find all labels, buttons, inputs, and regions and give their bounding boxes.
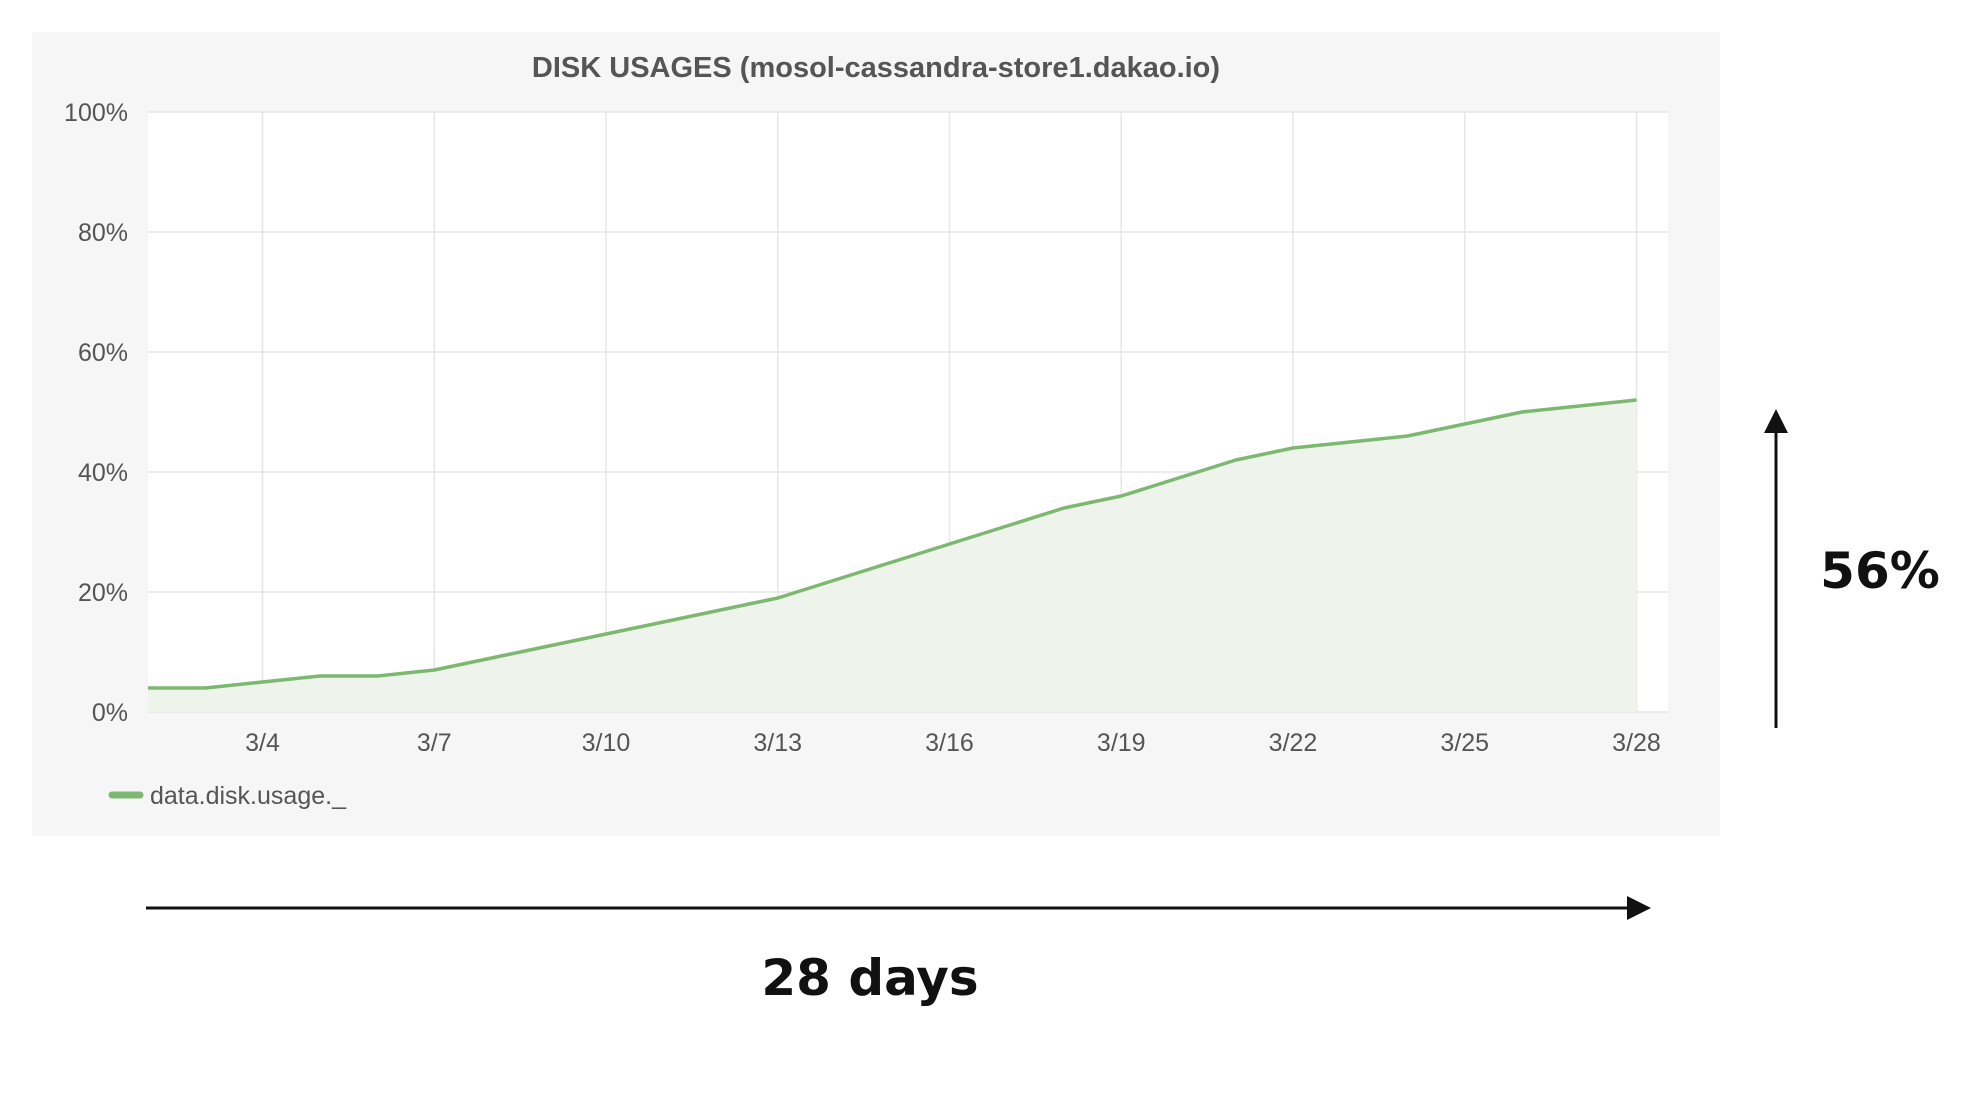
y-tick-label: 80% bbox=[78, 219, 128, 247]
x-tick-label: 3/19 bbox=[1097, 729, 1146, 757]
legend[interactable]: data.disk.usage._ bbox=[108, 782, 347, 810]
x-tick-label: 3/16 bbox=[925, 729, 974, 757]
growth-label: 56% bbox=[1820, 542, 1940, 600]
growth-arrow: 56% bbox=[1764, 409, 1940, 728]
series-area bbox=[148, 400, 1637, 712]
series-area-fill bbox=[148, 400, 1637, 712]
x-tick-label: 3/4 bbox=[245, 729, 280, 757]
y-tick-label: 40% bbox=[78, 459, 128, 487]
y-tick-label: 60% bbox=[78, 339, 128, 367]
x-tick-label: 3/13 bbox=[753, 729, 802, 757]
y-tick-label: 100% bbox=[64, 99, 128, 127]
y-axis-ticks: 100% 80% 60% 40% 20% 0% bbox=[64, 99, 128, 727]
x-tick-label: 3/22 bbox=[1269, 729, 1318, 757]
y-tick-label: 20% bbox=[78, 579, 128, 607]
x-axis-ticks: 3/4 3/7 3/10 3/13 3/16 3/19 3/22 3/25 3/28 bbox=[245, 729, 1661, 757]
x-tick-label: 3/10 bbox=[582, 729, 631, 757]
x-tick-label: 3/25 bbox=[1440, 729, 1489, 757]
x-tick-label: 3/28 bbox=[1612, 729, 1661, 757]
duration-arrow: 28 days bbox=[146, 896, 1651, 1007]
chart-title: DISK USAGES (mosol-cassandra-store1.daka… bbox=[532, 52, 1220, 84]
y-tick-label: 0% bbox=[92, 699, 128, 727]
duration-label: 28 days bbox=[761, 949, 978, 1007]
x-tick-label: 3/7 bbox=[417, 729, 452, 757]
series-line bbox=[147, 398, 1637, 690]
legend-label: data.disk.usage._ bbox=[150, 782, 347, 810]
